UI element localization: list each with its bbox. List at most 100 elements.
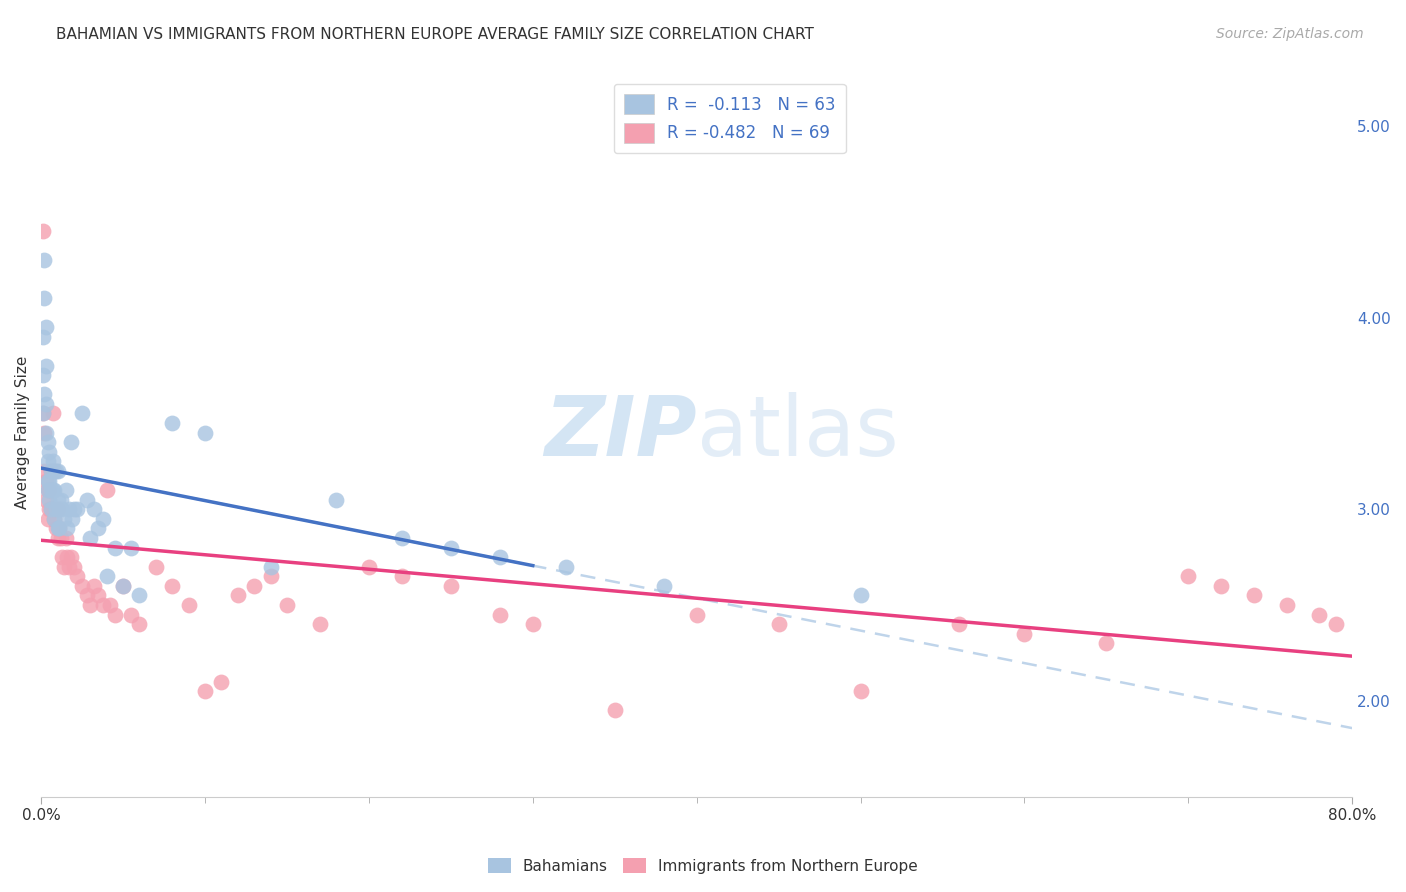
Point: [37, 435, 59, 450]
Point: [391, 569, 413, 583]
Point: [209, 674, 232, 689]
Point: [55, 531, 77, 545]
Point: [46, 492, 69, 507]
Point: [226, 589, 249, 603]
Point: [31, 224, 53, 238]
Point: [37, 483, 59, 497]
Point: [96, 569, 118, 583]
Point: [39, 502, 62, 516]
Legend: Bahamians, Immigrants from Northern Europe: Bahamians, Immigrants from Northern Euro…: [482, 852, 924, 880]
Point: [1211, 579, 1233, 593]
Point: [259, 569, 281, 583]
Point: [603, 703, 626, 717]
Point: [58, 502, 80, 516]
Text: atlas: atlas: [697, 392, 898, 473]
Point: [37, 483, 59, 497]
Point: [93, 512, 115, 526]
Point: [39, 483, 62, 497]
Point: [325, 492, 347, 507]
Point: [66, 569, 89, 583]
Point: [31, 406, 53, 420]
Y-axis label: Average Family Size: Average Family Size: [15, 356, 30, 509]
Point: [55, 483, 77, 497]
Point: [44, 483, 66, 497]
Point: [34, 464, 56, 478]
Point: [768, 617, 790, 632]
Point: [357, 559, 380, 574]
Point: [1324, 617, 1347, 632]
Point: [37, 512, 59, 526]
Point: [44, 464, 66, 478]
Point: [38, 474, 60, 488]
Point: [87, 589, 110, 603]
Point: [308, 617, 330, 632]
Point: [1243, 589, 1265, 603]
Point: [31, 406, 53, 420]
Point: [98, 598, 121, 612]
Point: [45, 464, 67, 478]
Point: [259, 559, 281, 574]
Point: [79, 531, 101, 545]
Point: [1014, 627, 1036, 641]
Point: [49, 492, 72, 507]
Point: [39, 464, 62, 478]
Point: [120, 607, 142, 622]
Point: [48, 502, 70, 516]
Point: [39, 502, 62, 516]
Point: [37, 454, 59, 468]
Point: [243, 579, 266, 593]
Point: [59, 550, 82, 565]
Point: [160, 579, 183, 593]
Point: [51, 550, 73, 565]
Legend: R =  -0.113   N = 63, R = -0.482   N = 69: R = -0.113 N = 63, R = -0.482 N = 69: [614, 84, 845, 153]
Point: [58, 559, 80, 574]
Point: [522, 617, 544, 632]
Point: [83, 579, 105, 593]
Point: [41, 406, 63, 420]
Point: [489, 607, 512, 622]
Point: [44, 512, 66, 526]
Point: [112, 579, 135, 593]
Point: [46, 521, 69, 535]
Point: [63, 502, 86, 516]
Point: [31, 368, 53, 383]
Text: ZIP: ZIP: [544, 392, 697, 473]
Point: [96, 483, 118, 497]
Point: [128, 589, 150, 603]
Point: [34, 292, 56, 306]
Point: [1275, 598, 1298, 612]
Point: [440, 541, 463, 555]
Point: [849, 589, 872, 603]
Point: [83, 502, 105, 516]
Point: [104, 541, 127, 555]
Point: [53, 512, 76, 526]
Point: [35, 474, 58, 488]
Point: [46, 464, 69, 478]
Text: BAHAMIAN VS IMMIGRANTS FROM NORTHERN EUROPE AVERAGE FAMILY SIZE CORRELATION CHAR: BAHAMIAN VS IMMIGRANTS FROM NORTHERN EUR…: [56, 27, 814, 42]
Point: [37, 474, 59, 488]
Point: [66, 502, 89, 516]
Point: [276, 598, 298, 612]
Point: [38, 483, 60, 497]
Point: [35, 397, 58, 411]
Point: [554, 559, 576, 574]
Point: [104, 607, 127, 622]
Point: [70, 406, 93, 420]
Point: [128, 617, 150, 632]
Point: [31, 330, 53, 344]
Point: [56, 521, 79, 535]
Point: [440, 579, 463, 593]
Point: [1308, 607, 1330, 622]
Point: [38, 492, 60, 507]
Point: [41, 502, 63, 516]
Point: [87, 521, 110, 535]
Point: [41, 483, 63, 497]
Point: [35, 359, 58, 373]
Point: [112, 579, 135, 593]
Point: [948, 617, 970, 632]
Point: [1095, 636, 1118, 650]
Point: [39, 464, 62, 478]
Point: [35, 492, 58, 507]
Point: [849, 684, 872, 698]
Point: [652, 579, 675, 593]
